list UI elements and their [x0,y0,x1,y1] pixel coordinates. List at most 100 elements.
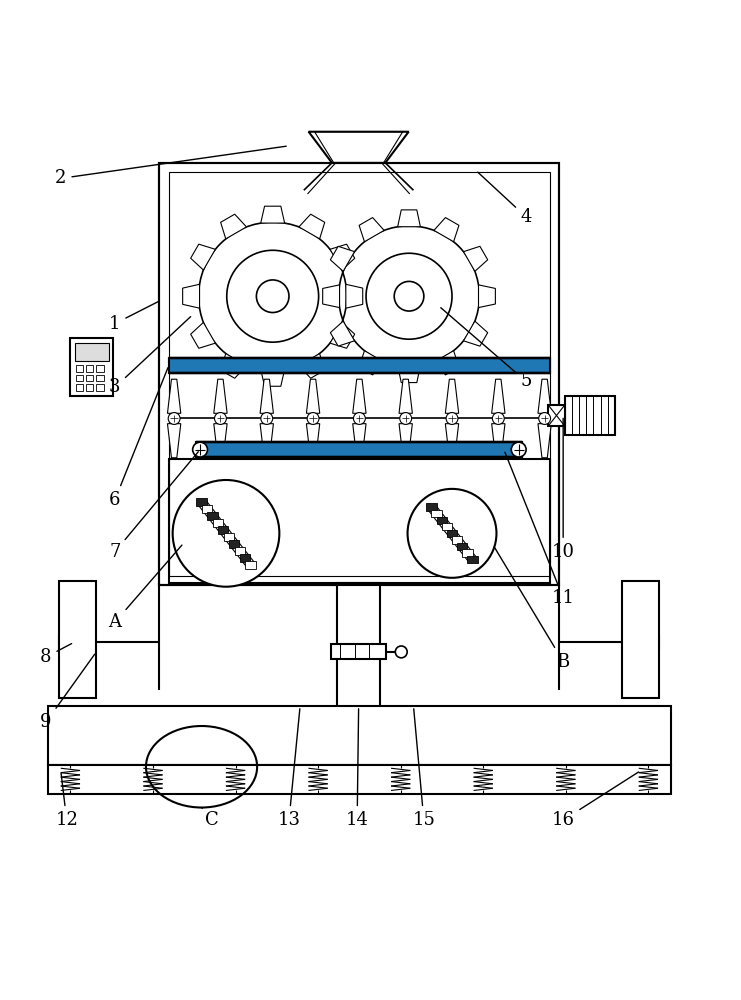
Text: 15: 15 [413,709,435,829]
Text: 1: 1 [109,301,159,333]
Circle shape [325,361,334,370]
Bar [229,540,239,548]
Circle shape [386,445,396,454]
Circle shape [408,489,496,578]
Polygon shape [330,246,354,271]
Circle shape [480,361,489,370]
Bar [218,526,228,534]
Circle shape [248,445,258,454]
Bar [234,547,245,555]
Circle shape [168,413,180,424]
Circle shape [218,361,227,370]
Polygon shape [398,210,420,227]
Bar [457,543,468,550]
Circle shape [461,445,471,454]
Text: 6: 6 [109,368,168,509]
Bar [330,644,387,659]
Bar [159,163,559,585]
Circle shape [492,413,504,424]
Circle shape [261,413,273,424]
Polygon shape [213,379,227,413]
Bar [245,561,256,569]
Bar [224,533,234,541]
Bar [196,442,522,457]
Polygon shape [353,379,366,413]
Bar [48,765,671,794]
Bar [96,365,104,372]
Circle shape [285,445,295,454]
Circle shape [432,361,442,370]
Bar [169,459,550,583]
Bar [202,505,212,513]
Circle shape [277,361,287,370]
Bar [169,358,550,373]
Text: 5: 5 [441,308,532,390]
Bar [207,512,218,520]
Text: 3: 3 [109,317,190,396]
Bar [86,384,93,391]
Bar [169,172,550,576]
Circle shape [230,361,239,370]
Polygon shape [221,354,247,378]
Polygon shape [308,132,409,163]
Polygon shape [359,351,384,375]
Circle shape [206,361,215,370]
Circle shape [473,445,483,454]
Circle shape [337,361,346,370]
Bar [641,636,659,649]
Bar [96,375,104,381]
Circle shape [539,413,551,424]
Circle shape [361,445,370,454]
Circle shape [411,445,421,454]
Circle shape [486,445,496,454]
Bar [426,503,436,511]
Circle shape [373,445,383,454]
Polygon shape [434,218,459,242]
Circle shape [193,442,207,457]
Text: 10: 10 [551,418,575,561]
Circle shape [348,445,358,454]
Bar [59,581,96,698]
Circle shape [215,413,227,424]
Polygon shape [346,284,363,308]
Circle shape [298,445,308,454]
Bar [76,365,83,372]
Polygon shape [399,379,412,413]
Polygon shape [353,424,366,458]
Circle shape [302,361,310,370]
Circle shape [198,445,207,454]
Circle shape [396,646,407,658]
Text: 7: 7 [109,452,199,561]
Circle shape [399,445,408,454]
Circle shape [528,361,536,370]
Circle shape [307,413,319,424]
Circle shape [385,361,393,370]
Circle shape [236,445,245,454]
Bar [442,523,452,530]
Text: 2: 2 [55,146,286,187]
Circle shape [265,361,275,370]
Polygon shape [299,354,325,378]
Circle shape [182,361,191,370]
Text: 16: 16 [551,772,639,829]
Polygon shape [190,244,216,270]
Circle shape [310,445,320,454]
Polygon shape [221,214,247,239]
Circle shape [511,445,521,454]
Polygon shape [261,206,285,223]
Text: A: A [108,545,182,631]
Circle shape [408,361,417,370]
Polygon shape [260,379,273,413]
Polygon shape [399,424,412,458]
Polygon shape [492,424,505,458]
Bar [196,442,522,457]
Circle shape [504,361,513,370]
Circle shape [448,445,458,454]
Circle shape [173,480,279,587]
Bar [96,384,104,391]
Polygon shape [330,321,354,346]
Bar [75,343,109,361]
Circle shape [323,445,333,454]
Circle shape [420,361,429,370]
Polygon shape [299,214,325,239]
